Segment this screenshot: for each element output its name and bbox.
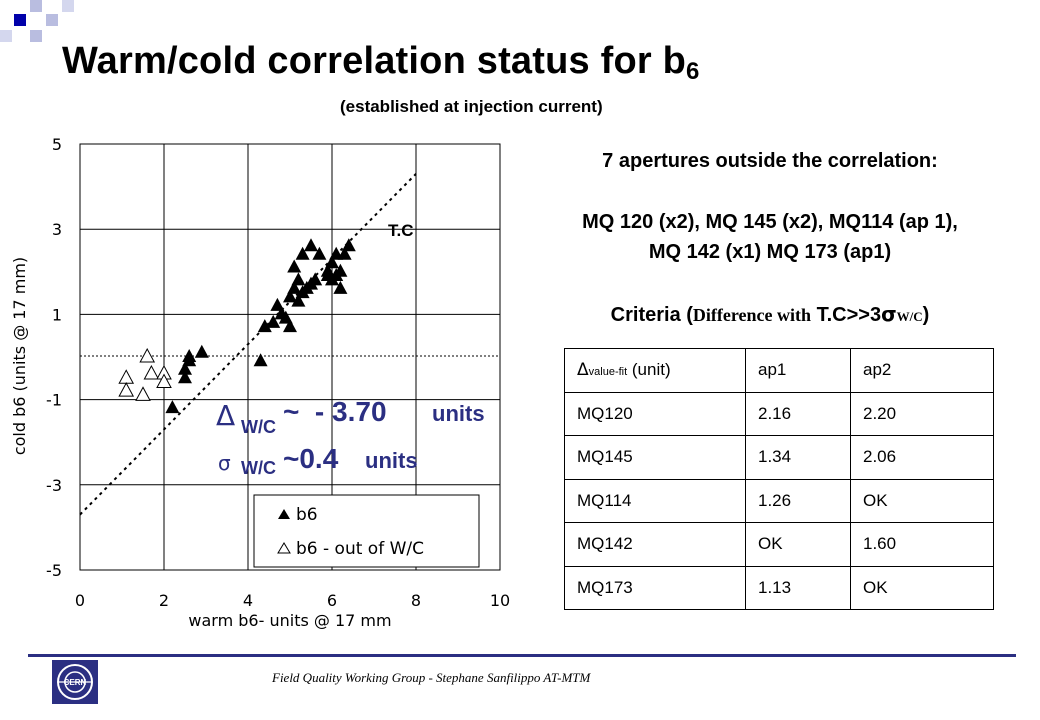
chart-ticks: 0 2 4 6 8 10 5 3 1 -1 -3 -5 <box>46 135 510 610</box>
chart-legend: b6 b6 - out of W/C <box>253 494 480 568</box>
x-tick-label: 10 <box>490 591 510 610</box>
x-tick-label: 0 <box>75 591 85 610</box>
data-point-b6 <box>270 297 285 311</box>
y-tick-label: 1 <box>52 305 62 324</box>
data-point-b6 <box>283 319 297 333</box>
data-point-out-of-wc <box>118 382 135 397</box>
data-point-out-of-wc <box>135 386 151 401</box>
table-row: MQ145 1.34 2.06 <box>564 435 994 480</box>
data-point-b6 <box>278 310 293 324</box>
data-point-b6 <box>308 272 323 286</box>
y-tick-label: 3 <box>52 220 62 239</box>
delta-annotation: Δ W/C ~ - 3.70 units <box>216 396 485 437</box>
chart-grid <box>79 143 501 571</box>
x-tick-label: 6 <box>327 591 337 610</box>
svg-text:units: units <box>432 401 485 426</box>
data-point-b6 <box>287 280 302 294</box>
data-point-out-of-wc <box>143 364 160 380</box>
legend-label-b6: b6 <box>296 505 318 525</box>
data-point-b6 <box>333 263 348 277</box>
table-row: MQ142 OK 1.60 <box>564 522 994 567</box>
reference-dashed-line <box>79 173 417 516</box>
svg-text:σ: σ <box>218 451 231 475</box>
svg-text:~ - 3.70: ~ - 3.70 <box>283 396 387 427</box>
x-tick-label: 8 <box>411 591 421 610</box>
data-point-b6 <box>337 246 352 260</box>
y-tick-label: -5 <box>46 561 62 580</box>
y-tick-label: 5 <box>52 135 62 154</box>
data-point-b6 <box>178 361 192 375</box>
data-point-b6 <box>283 289 297 303</box>
data-point-b6 <box>312 246 327 260</box>
footer-divider <box>28 654 1016 657</box>
data-point-b6 <box>266 314 281 328</box>
data-point-out-of-wc <box>156 373 172 389</box>
data-point-b6 <box>182 349 197 362</box>
data-point-b6 <box>325 255 339 269</box>
table-row: MQ173 1.13 OK <box>564 565 994 610</box>
data-point-b6 <box>295 246 310 260</box>
scatter-chart: 0 2 4 6 8 10 5 3 1 -1 -3 -5 T.C warm b6- units @ 17… <box>10 135 510 630</box>
data-point-b6 <box>291 293 306 307</box>
data-point-out-of-wc <box>118 369 135 384</box>
x-tick-label: 4 <box>243 591 253 610</box>
data-point-out-of-wc <box>139 347 156 363</box>
tc-label: T.C <box>388 221 414 240</box>
svg-text:~0.4: ~0.4 <box>283 443 339 474</box>
data-point-b6 <box>291 272 306 286</box>
data-point-b6 <box>304 238 318 252</box>
svg-text:units: units <box>365 448 418 473</box>
data-point-b6 <box>341 238 356 252</box>
table-header-row: Δvalue-fit (unit) ap1 ap2 <box>564 348 994 393</box>
header-cell-delta: Δvalue-fit (unit) <box>564 348 746 393</box>
footer-text: Field Quality Working Group - Stephane S… <box>272 670 591 685</box>
data-point-b6 <box>178 370 192 384</box>
data-point-b6 <box>333 280 348 294</box>
svg-text:W/C: W/C <box>241 417 276 437</box>
svg-text:Δ: Δ <box>216 399 235 432</box>
table-row: MQ120 2.16 2.20 <box>564 391 994 436</box>
data-point-b6 <box>253 353 268 367</box>
legend-label-out: b6 - out of W/C <box>296 539 424 559</box>
svg-text:CERN: CERN <box>64 678 87 687</box>
y-tick-label: -3 <box>46 476 62 495</box>
results-table: Δvalue-fit (unit) ap1 ap2 MQ120 2.16 2.20 … <box>564 348 994 610</box>
aperture-list-line2: MQ 142 (x1) MQ 173 (ap1) <box>648 241 892 263</box>
data-point-b6 <box>194 344 209 358</box>
page-title: Warm/cold correlation status for b6 <box>62 40 700 85</box>
legend-open-marker <box>277 542 291 554</box>
legend-filled-marker <box>278 509 290 519</box>
reference-line <box>79 173 417 516</box>
data-point-b6 <box>257 319 272 333</box>
x-tick-label: 2 <box>159 591 169 610</box>
header-cell-ap1: ap1 <box>745 348 851 393</box>
header-cell-ap2: ap2 <box>850 348 994 393</box>
outside-heading: 7 apertures outside the correlation: <box>602 150 938 172</box>
y-axis-label: cold b6 (units @ 17 mm) <box>10 257 29 455</box>
svg-text:W/C: W/C <box>241 458 276 478</box>
corner-decoration <box>0 0 74 42</box>
cern-logo-icon: CERN <box>52 660 98 704</box>
chart-marks <box>118 238 356 414</box>
data-point-b6 <box>287 259 302 273</box>
aperture-list-line1: MQ 120 (x2), MQ 145 (x2), MQ114 (ap 1), <box>582 211 958 233</box>
data-point-b6 <box>165 400 180 414</box>
data-point-b6 <box>320 263 335 277</box>
table-row: MQ114 1.26 OK <box>564 478 994 523</box>
x-axis-label: warm b6- units @ 17 mm <box>188 611 391 630</box>
page-subtitle: (established at injection current) <box>340 97 603 116</box>
sigma-annotation: σ W/C ~0.4 units <box>218 443 418 478</box>
y-tick-label: -1 <box>46 391 62 410</box>
title-subscript: 6 <box>686 58 700 85</box>
criteria-line: Criteria (Difference with T.C>>3σW/C) <box>610 302 930 326</box>
